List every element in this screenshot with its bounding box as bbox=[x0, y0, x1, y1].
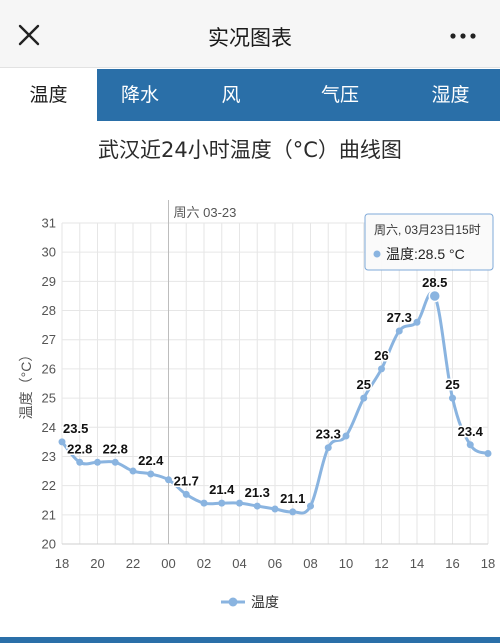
tooltip-series-dot bbox=[373, 250, 381, 258]
y-tick-label: 20 bbox=[42, 537, 56, 552]
x-tick-label: 22 bbox=[126, 556, 140, 571]
x-tick-label: 10 bbox=[339, 556, 353, 571]
close-icon[interactable] bbox=[14, 20, 44, 50]
data-point bbox=[200, 499, 208, 507]
y-tick-label: 22 bbox=[42, 478, 56, 493]
tab-temperature[interactable]: 温度 bbox=[0, 69, 97, 121]
data-point bbox=[111, 458, 119, 466]
data-point bbox=[94, 458, 101, 466]
data-label: 28.5 bbox=[422, 275, 447, 290]
y-tick-label: 29 bbox=[42, 274, 56, 289]
y-tick-label: 27 bbox=[42, 332, 56, 347]
data-point bbox=[58, 438, 66, 446]
data-point bbox=[289, 508, 297, 516]
data-point bbox=[378, 365, 385, 373]
data-point bbox=[413, 318, 421, 326]
data-point bbox=[129, 467, 137, 475]
data-point bbox=[484, 450, 492, 458]
y-tick-label: 21 bbox=[42, 507, 56, 522]
x-tick-label: 20 bbox=[90, 556, 104, 571]
data-label: 22.4 bbox=[138, 453, 164, 468]
x-tick-label: 18 bbox=[481, 556, 495, 571]
data-point bbox=[342, 432, 350, 440]
data-point bbox=[466, 441, 474, 449]
data-point bbox=[165, 476, 172, 484]
data-point bbox=[428, 289, 441, 303]
title-bar: 实况图表 bbox=[0, 0, 500, 68]
data-label: 21.3 bbox=[245, 485, 270, 500]
x-tick-label: 18 bbox=[55, 556, 69, 571]
day-marker-label: 周六 03-23 bbox=[174, 205, 237, 220]
app-title: 实况图表 bbox=[208, 26, 292, 50]
data-point bbox=[307, 502, 314, 510]
x-tick-label: 16 bbox=[445, 556, 459, 571]
tab-humidity[interactable]: 湿度 bbox=[431, 84, 470, 106]
data-label: 23.5 bbox=[63, 421, 88, 436]
data-point bbox=[324, 444, 332, 452]
tooltip-box bbox=[364, 213, 494, 271]
legend-marker bbox=[228, 597, 238, 607]
y-tick-label: 28 bbox=[42, 303, 56, 318]
data-label: 23.4 bbox=[458, 424, 484, 439]
y-tick-label: 26 bbox=[42, 361, 56, 376]
data-label: 21.1 bbox=[280, 491, 305, 506]
data-point bbox=[218, 499, 226, 507]
y-axis-title: 温度（°C） bbox=[18, 348, 34, 420]
data-point bbox=[271, 505, 279, 513]
chart-tab-bar: 温度 降水 风 气压 湿度 bbox=[0, 69, 500, 121]
tooltip-value: 温度:28.5 °C bbox=[386, 246, 465, 262]
data-label: 21.7 bbox=[174, 473, 199, 488]
data-label: 25 bbox=[357, 377, 371, 392]
y-tick-label: 31 bbox=[42, 216, 56, 231]
data-point bbox=[76, 458, 84, 466]
x-tick-label: 08 bbox=[303, 556, 317, 571]
x-tick-label: 02 bbox=[197, 556, 211, 571]
bottom-bar bbox=[0, 637, 500, 643]
chart-title: 武汉近24小时温度（°C）曲线图 bbox=[98, 138, 402, 162]
x-tick-label: 00 bbox=[161, 556, 175, 571]
x-tick-label: 06 bbox=[268, 556, 282, 571]
data-label: 25 bbox=[445, 377, 459, 392]
data-point bbox=[236, 499, 243, 507]
data-label: 22.8 bbox=[67, 441, 92, 456]
data-point bbox=[253, 502, 261, 510]
data-point bbox=[395, 327, 403, 335]
x-tick-label: 12 bbox=[374, 556, 388, 571]
y-tick-label: 24 bbox=[42, 420, 56, 435]
tooltip-title: 周六, 03月23日15时 bbox=[374, 223, 481, 237]
tab-precipitation[interactable]: 降水 bbox=[120, 84, 159, 106]
tab-pressure[interactable]: 气压 bbox=[320, 84, 359, 106]
x-tick-label: 04 bbox=[232, 556, 246, 571]
data-point bbox=[449, 394, 456, 402]
x-tick-label: 14 bbox=[410, 556, 424, 571]
y-tick-label: 30 bbox=[42, 245, 56, 260]
data-label: 23.3 bbox=[316, 427, 341, 442]
data-label: 21.4 bbox=[209, 482, 235, 497]
data-point bbox=[182, 490, 190, 498]
legend-label: 温度 bbox=[251, 594, 279, 610]
y-tick-label: 23 bbox=[42, 449, 56, 464]
data-label: 26 bbox=[374, 348, 388, 363]
data-point bbox=[147, 470, 155, 478]
data-point bbox=[360, 394, 368, 402]
data-label: 22.8 bbox=[103, 441, 128, 456]
more-options-icon[interactable] bbox=[448, 28, 478, 42]
y-tick-label: 25 bbox=[42, 391, 56, 406]
tab-wind[interactable]: 风 bbox=[221, 84, 241, 106]
data-label: 27.3 bbox=[387, 310, 412, 325]
